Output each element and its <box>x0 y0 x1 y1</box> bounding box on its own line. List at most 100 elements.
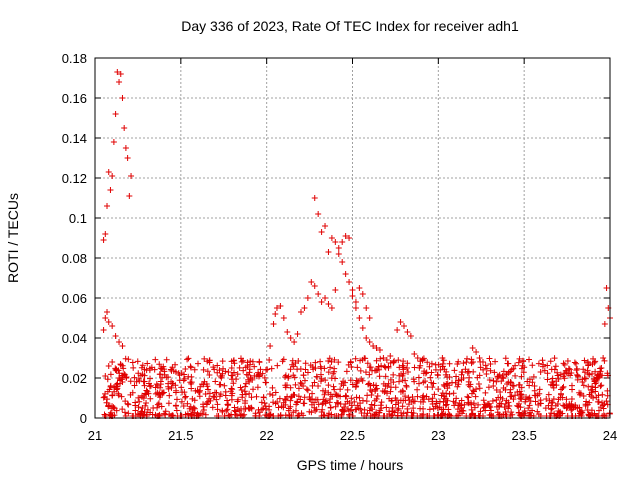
data-point <box>370 343 377 349</box>
data-point <box>420 398 427 405</box>
data-point <box>267 411 274 418</box>
data-point <box>332 287 339 293</box>
data-point <box>357 405 364 412</box>
data-point <box>516 355 523 362</box>
data-point <box>548 405 555 412</box>
data-point <box>180 402 187 409</box>
data-point <box>463 359 470 366</box>
data-point <box>156 361 163 368</box>
chart-title: Day 336 of 2023, Rate Of TEC Index for r… <box>181 18 519 34</box>
data-point <box>493 378 500 385</box>
data-point <box>364 392 371 399</box>
data-point <box>102 231 109 237</box>
data-point <box>329 393 336 400</box>
data-point <box>520 369 527 376</box>
data-point <box>119 406 126 413</box>
data-point <box>596 374 603 381</box>
data-point <box>410 405 417 412</box>
data-point <box>239 394 246 401</box>
data-point <box>496 371 503 378</box>
data-point <box>197 383 204 390</box>
data-point <box>236 364 243 371</box>
data-point <box>366 339 373 345</box>
data-point <box>146 383 153 390</box>
data-point <box>400 358 407 365</box>
data-point <box>246 366 253 373</box>
data-point <box>332 391 339 398</box>
data-point <box>124 155 131 161</box>
data-point <box>353 406 360 413</box>
data-point <box>375 363 382 370</box>
data-point <box>549 382 556 389</box>
data-point <box>285 405 292 412</box>
y-tick-label: 0.04 <box>62 331 87 346</box>
data-point <box>331 368 338 375</box>
data-point <box>434 411 441 418</box>
data-point <box>223 407 230 414</box>
data-point <box>440 406 447 413</box>
data-point <box>483 371 490 377</box>
data-point <box>446 412 453 419</box>
data-point <box>403 365 410 372</box>
data-point <box>444 373 451 380</box>
data-point <box>405 369 411 376</box>
x-tick-label: 23 <box>431 428 445 443</box>
data-point <box>201 355 208 362</box>
data-point <box>455 377 462 384</box>
data-point <box>517 404 524 411</box>
data-point <box>312 359 319 366</box>
data-point <box>442 402 449 409</box>
data-point <box>125 356 132 363</box>
data-point <box>363 335 370 341</box>
data-point <box>352 299 359 305</box>
data-point <box>530 373 537 380</box>
data-point <box>340 378 347 385</box>
data-point <box>317 358 324 365</box>
data-point <box>345 411 352 418</box>
data-point <box>482 389 489 396</box>
data-point <box>314 373 321 380</box>
data-point <box>218 374 225 381</box>
data-point <box>427 374 434 381</box>
data-point <box>228 385 235 392</box>
data-point <box>509 382 516 389</box>
data-point <box>344 405 351 412</box>
data-point <box>401 323 407 329</box>
data-point <box>230 369 237 376</box>
data-point <box>515 359 522 366</box>
data-point <box>358 410 365 417</box>
data-point <box>539 357 546 364</box>
data-point <box>400 410 407 417</box>
data-point <box>435 386 442 393</box>
data-point <box>211 389 218 396</box>
data-point <box>304 295 311 301</box>
data-point <box>505 379 512 386</box>
data-point <box>505 360 512 367</box>
data-point <box>304 387 311 394</box>
data-point <box>468 356 475 363</box>
data-point <box>156 411 163 418</box>
data-point <box>147 375 154 382</box>
data-point <box>341 404 348 411</box>
data-point <box>584 407 591 414</box>
data-point <box>507 386 514 393</box>
data-point <box>173 387 180 394</box>
data-point <box>508 366 515 373</box>
data-point <box>105 363 112 369</box>
data-point <box>491 369 498 376</box>
data-point <box>322 223 329 229</box>
data-point <box>343 393 350 400</box>
data-point <box>113 366 120 373</box>
data-point <box>544 370 551 377</box>
data-point <box>279 358 286 365</box>
data-point <box>451 367 458 374</box>
data-point <box>382 382 389 389</box>
data-point <box>195 412 202 419</box>
data-point <box>405 401 412 408</box>
data-point <box>332 403 339 410</box>
data-point <box>143 411 150 418</box>
data-point <box>159 374 166 381</box>
data-point <box>196 393 203 400</box>
data-point <box>414 393 421 400</box>
